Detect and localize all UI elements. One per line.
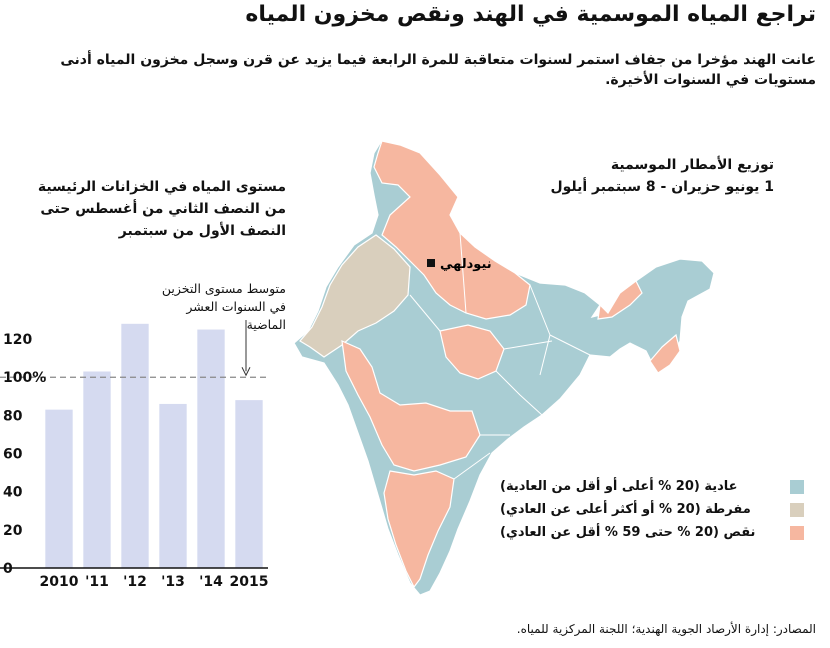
- legend-swatch-normal: [790, 480, 804, 494]
- x-tick-label: '14: [199, 574, 223, 590]
- new-delhi-marker: [427, 259, 435, 267]
- y-tick-label: 100%: [3, 370, 46, 386]
- x-tick-label: 2010: [40, 574, 79, 590]
- source-note: المصادر: إدارة الأرصاد الجوية الهندية؛ ا…: [516, 622, 816, 636]
- average-pointer-arrowhead: [241, 367, 251, 377]
- x-tick-label: 2015: [230, 574, 269, 590]
- legend-swatch-deficient: [790, 526, 804, 540]
- x-tick-label: '11: [85, 574, 109, 590]
- chart-heading: مستوى المياه في الخزانات الرئيسية من الن…: [37, 179, 286, 239]
- legend-label-excess: مفرطة (20 % أو أكثر أعلى عن العادي): [500, 502, 751, 517]
- map-heading: توزيع الأمطار الموسمية 1 يونيو حزيران - …: [514, 154, 774, 198]
- y-tick-label: 0: [3, 561, 13, 577]
- bar-14: [197, 329, 225, 568]
- india-rainfall-map: نيودلهي: [293, 139, 715, 596]
- bar-2015: [235, 400, 263, 568]
- region-excess-west: [299, 234, 411, 358]
- bar-13: [159, 403, 187, 568]
- map-legend: عادية (20 % أعلى أو أقل من العادية) مفرط…: [500, 478, 810, 547]
- y-tick-label: 60: [3, 447, 23, 463]
- new-delhi-label: نيودلهي: [440, 257, 492, 272]
- y-tick-label: 40: [3, 485, 23, 501]
- legend-label-deficient: نقص (20 % حتى 59 % أقل عن العادي): [500, 525, 756, 540]
- average-line-label: متوسط مستوى التخزين في السنوات العشر الم…: [161, 281, 286, 332]
- x-tick-label: '13: [161, 574, 185, 590]
- x-tick-label: '12: [123, 574, 147, 590]
- reservoir-bar-chart: 0 20 40 60 80 100% 120 2010 '11 '12 '13 '14 2015: [0, 320, 269, 590]
- map-heading-dates: 1 يونيو حزيران - 8 سبتمبر أيلول: [550, 179, 774, 195]
- page-subtitle: عانت الهند مؤخرا من جفاف استمر لسنوات مت…: [60, 52, 816, 88]
- legend-item-normal: عادية (20 % أعلى أو أقل من العادية): [500, 478, 810, 495]
- map-heading-title: توزيع الأمطار الموسمية: [610, 157, 774, 173]
- y-tick-label: 120: [3, 332, 32, 348]
- region-deficient-south: [383, 470, 455, 589]
- page-title: تراجع المياه الموسمية في الهند ونقص مخزو…: [245, 2, 816, 27]
- y-tick-label: 80: [3, 408, 23, 424]
- region-deficient-west: [341, 340, 481, 472]
- bar-2010: [45, 409, 73, 568]
- region-deficient-east-tip: [649, 333, 681, 374]
- bar-11: [83, 371, 111, 568]
- region-deficient-north: [373, 140, 531, 320]
- region-deficient-northeast: [597, 280, 643, 320]
- state-borders: [409, 232, 591, 480]
- legend-label-normal: عادية (20 % أعلى أو أقل من العادية): [500, 479, 738, 494]
- legend-item-deficient: نقص (20 % حتى 59 % أقل عن العادي): [500, 524, 810, 541]
- legend-item-excess: مفرطة (20 % أو أكثر أعلى عن العادي): [500, 501, 810, 518]
- legend-swatch-excess: [790, 503, 804, 517]
- bar-12: [121, 323, 149, 568]
- y-tick-label: 20: [3, 523, 23, 539]
